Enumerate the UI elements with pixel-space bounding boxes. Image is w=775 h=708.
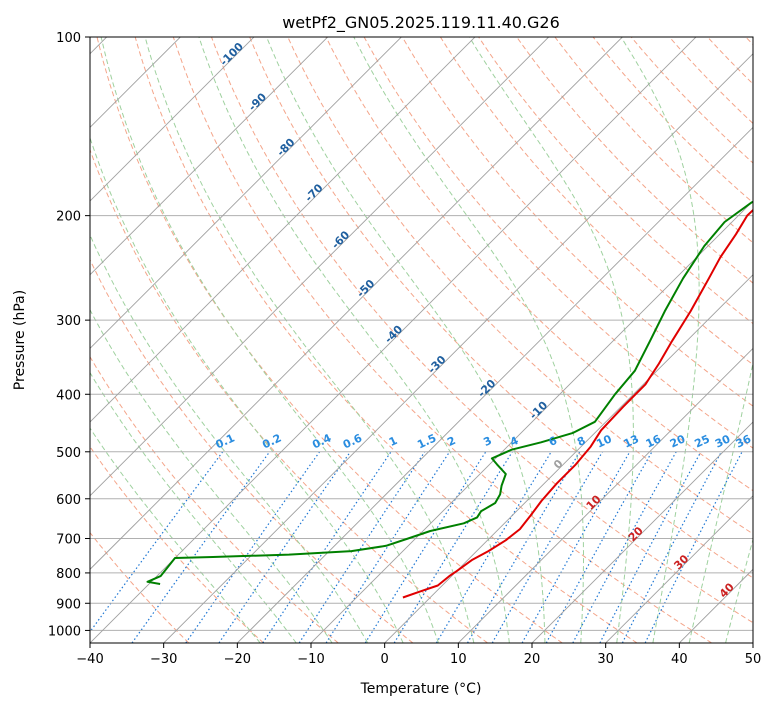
moist-adiabat-line (198, 37, 510, 643)
moist-adiabat-line (620, 37, 700, 643)
mixing-ratio-line (298, 451, 426, 643)
dry-adiabat-line (90, 258, 414, 643)
mixing-ratio-line (599, 451, 702, 643)
dry-adiabat-line (478, 37, 753, 325)
isotherm-grid-line (90, 37, 255, 202)
isotherm-grid-line (310, 200, 753, 643)
chart-title: wetPf2_GN05.2025.119.11.40.G26 (282, 13, 560, 33)
x-tick-label: 30 (597, 652, 614, 667)
x-tick-label: 40 (671, 652, 688, 667)
moist-adiabat-line (90, 233, 369, 643)
y-axis-title: Pressure (hPa) (12, 290, 28, 390)
mixing-ratio-line (364, 451, 487, 643)
mixing-ratio-label: 16 (644, 432, 664, 450)
dry-adiabat-line (90, 531, 190, 643)
mixing-ratio-line (435, 451, 552, 643)
dry-adiabat-line (401, 37, 753, 407)
y-tick-label: 700 (56, 533, 81, 548)
isotherm-grid-line (90, 37, 697, 643)
moist-adiabat-line (688, 360, 753, 643)
plot-frame (89, 36, 754, 644)
y-tick-label: 400 (56, 388, 81, 403)
isotherm-grid (90, 37, 753, 643)
y-tick-label: 600 (56, 493, 81, 508)
y-tick-label: 900 (56, 597, 81, 612)
moist-adiabat-line (90, 308, 333, 643)
moist-adiabat-line (90, 371, 297, 643)
dry-adiabats (90, 37, 753, 643)
mixing-ratio-line (185, 451, 321, 643)
profile-series (146, 200, 753, 599)
x-tick-label: 0 (381, 652, 389, 667)
mixing-ratio-line (572, 451, 677, 643)
y-tick-label: 100 (56, 31, 81, 46)
moist-adiabat-line (266, 37, 546, 643)
isotherm-grid-line (605, 495, 753, 643)
x-tick-label: 10 (450, 652, 467, 667)
moist-adiabat-line (90, 136, 404, 643)
isobar-grid (90, 37, 753, 631)
x-tick-label: −10 (297, 652, 324, 667)
dry-adiabat-line (249, 37, 753, 579)
x-tick-label: −20 (224, 652, 251, 667)
x-tick-label: −40 (76, 652, 103, 667)
y-tick-label: 1000 (48, 624, 81, 639)
moist-adiabat-line (100, 37, 439, 643)
mixing-ratio-label: 20 (668, 432, 688, 450)
mixing-ratio-line (90, 451, 224, 633)
mixing-ratio-line (545, 451, 653, 643)
moist-adiabat-line (353, 37, 584, 643)
isotherm-grid-line (90, 37, 476, 423)
isotherm-grid-line (457, 347, 753, 643)
mixing-ratio-line (131, 451, 271, 643)
mixing-ratio-label: 36 (734, 432, 754, 450)
isotherm-grid-line (90, 37, 329, 276)
dry-adiabat-line (134, 37, 638, 643)
isotherm-grid-line (163, 53, 753, 643)
moist-adiabat-line (144, 37, 475, 643)
dry-adiabat-line (287, 37, 753, 535)
y-tick-label: 500 (56, 446, 81, 461)
dry-adiabat-line (325, 37, 753, 492)
temperature-line (402, 208, 753, 599)
x-tick-label: 50 (745, 652, 762, 667)
x-axis-title: Temperature (°C) (360, 681, 482, 697)
mixing-ratio-line (644, 451, 743, 643)
y-axis-ticks: 100 200 300 400 500 600 700 800 900 1000 (48, 31, 90, 639)
moist-adiabat-line (725, 537, 753, 643)
isotherm-grid-line (90, 37, 624, 570)
mixing-ratio-line (218, 451, 351, 643)
mixing-ratio-label: 10 (594, 432, 614, 450)
mixing-ratio-label: 30 (713, 432, 733, 450)
isotherm-grid-line (384, 274, 753, 643)
mixing-ratio-line (262, 451, 392, 643)
y-tick-label: 800 (56, 567, 81, 582)
x-axis-ticks: −40 −30 −20 −10 0 10 20 30 40 50 (76, 643, 761, 667)
isotherm-grid-line (236, 126, 753, 643)
mixing-ratio-lines (90, 451, 743, 643)
isotherm-grid-line (531, 421, 753, 643)
dry-adiabat-line (516, 37, 753, 284)
mixing-ratio-label: 13 (622, 432, 641, 450)
mixing-ratio-line (521, 451, 631, 643)
dewpoint-line (146, 200, 753, 585)
x-tick-label: 20 (524, 652, 541, 667)
isotherm-grid-line (90, 37, 550, 497)
moist-adiabat-line (90, 427, 261, 643)
y-tick-label: 300 (56, 314, 81, 329)
isotherm-grid-line (90, 37, 403, 349)
mixing-ratio-line (325, 451, 451, 643)
y-tick-label: 200 (56, 210, 81, 225)
dry-adiabat-line (172, 37, 712, 643)
x-tick-label: −30 (150, 652, 177, 667)
mixing-ratio-label: 25 (693, 432, 712, 450)
